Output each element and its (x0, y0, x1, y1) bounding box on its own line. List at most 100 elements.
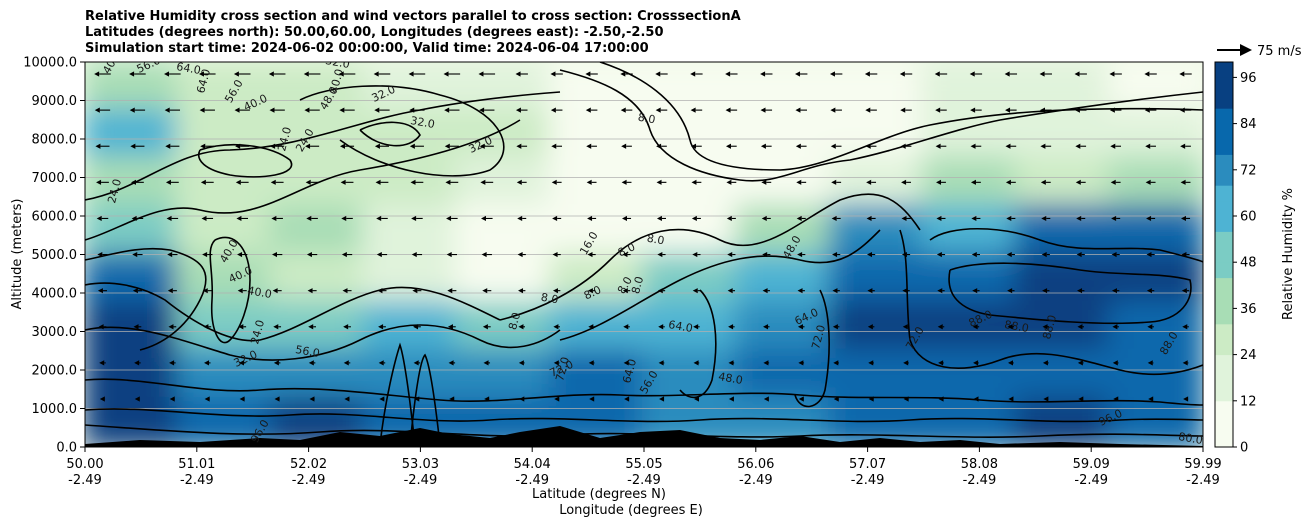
colorbar-band (1215, 277, 1233, 294)
humidity-cell (85, 348, 181, 401)
plot-area: 40.0 56.0 64.064.0 56.040.032.040.048.0 32.0… (85, 62, 1203, 447)
y-tick-label: 4000.0 (32, 287, 78, 302)
wind-vector-head (970, 143, 976, 149)
wind-vector-head (587, 215, 593, 222)
wind-vector (833, 396, 839, 402)
wind-vector-head (901, 179, 907, 185)
wind-vector-head (484, 396, 490, 402)
wind-vector (1074, 71, 1087, 77)
wind-vector-head (622, 251, 628, 258)
wind-vector (378, 324, 386, 330)
wind-vector-head (902, 324, 908, 330)
quiver-key-label: 75 m/s (1257, 44, 1302, 59)
wind-vector (94, 71, 111, 77)
contour-line (599, 62, 1203, 171)
wind-vector (271, 215, 283, 222)
wind-vector (1112, 360, 1119, 366)
wind-vector-head (899, 71, 905, 77)
wind-vector-head (1147, 360, 1153, 366)
wind-vector (658, 360, 665, 366)
wind-vector (269, 107, 285, 113)
title-line-3: Simulation start time: 2024-06-02 00:00:… (85, 41, 649, 56)
humidity-cell (362, 300, 460, 353)
contour-label: 24.0 (105, 178, 124, 205)
wind-vector-head (519, 396, 525, 402)
wind-vector-head (552, 215, 558, 222)
wind-vector (690, 71, 703, 77)
wind-vector (1179, 71, 1192, 77)
colorbar-band (1215, 385, 1233, 402)
wind-vector (273, 324, 282, 330)
wind-vector-head (1181, 215, 1187, 222)
colorbar-tick-label: 24 (1240, 348, 1257, 363)
humidity-cell (735, 348, 833, 401)
wind-vector-head (659, 396, 665, 402)
humidity-cell (548, 252, 646, 305)
wind-vector-head (763, 396, 769, 402)
wind-vector-head (270, 179, 276, 185)
wind-vector (376, 215, 388, 222)
wind-vector (129, 107, 146, 113)
wind-vector (866, 179, 877, 185)
x-tick-label-longitude: -2.49 (963, 473, 997, 488)
wind-vector-head (134, 360, 140, 366)
wind-vector (903, 396, 909, 402)
x-tick-label-longitude: -2.49 (627, 473, 661, 488)
wind-vector-head (269, 107, 275, 113)
wind-vector-head (833, 396, 839, 402)
wind-vector (1111, 215, 1121, 222)
wind-vector (270, 179, 284, 185)
wind-vector-head (795, 71, 801, 77)
wind-vector (727, 251, 736, 258)
wind-vector-head (1111, 215, 1117, 222)
contour-label: 24.0 (248, 319, 267, 346)
wind-vector (587, 288, 596, 294)
wind-vector-head (692, 288, 698, 294)
humidity-cell (1014, 300, 1112, 353)
wind-vector (659, 396, 665, 402)
humidity-cell (921, 108, 1019, 161)
wind-vector-head (1075, 179, 1081, 185)
wind-vector-head (204, 396, 210, 402)
wind-vector-head (1179, 71, 1185, 77)
wind-vector-head (691, 215, 697, 222)
wind-vector (830, 143, 842, 149)
wind-vector-head (305, 179, 311, 185)
contour-line (409, 353, 441, 446)
contour-line (359, 121, 421, 147)
wind-vector-head (342, 288, 348, 294)
wind-vector-head (169, 360, 175, 366)
humidity-cell (548, 348, 646, 401)
wind-vector-head (97, 288, 103, 294)
wind-vector (936, 251, 946, 258)
wind-vector (1146, 215, 1156, 222)
humidity-cell (828, 348, 926, 401)
contour-line (929, 228, 1203, 263)
wind-vector-head (413, 360, 419, 366)
wind-vector (938, 396, 944, 402)
wind-vector (480, 179, 494, 185)
wind-vector-head (867, 288, 873, 294)
wind-vector (798, 396, 804, 402)
humidity-cell (176, 156, 274, 209)
wind-vector-head (588, 360, 594, 366)
wind-vector (1111, 251, 1120, 258)
contour-line (499, 193, 921, 321)
wind-vector (970, 179, 981, 185)
x-tick-label-longitude: -2.49 (404, 473, 438, 488)
wind-vector-head (586, 143, 592, 149)
wind-vector-head (447, 324, 453, 330)
humidity-cell (1014, 396, 1112, 447)
wind-vector (656, 143, 667, 149)
wind-vector-head (797, 251, 803, 258)
contour-label: 8.0 (540, 291, 559, 307)
humidity-cell (85, 396, 181, 447)
wind-vector (519, 396, 525, 402)
wind-vector (447, 288, 457, 294)
wind-vector-head (515, 107, 521, 113)
wind-vector (899, 71, 913, 77)
wind-vector-head (938, 360, 944, 366)
wind-vector-head (518, 360, 524, 366)
colorbar-tick-label: 12 (1240, 394, 1257, 409)
wind-vector (938, 360, 944, 366)
